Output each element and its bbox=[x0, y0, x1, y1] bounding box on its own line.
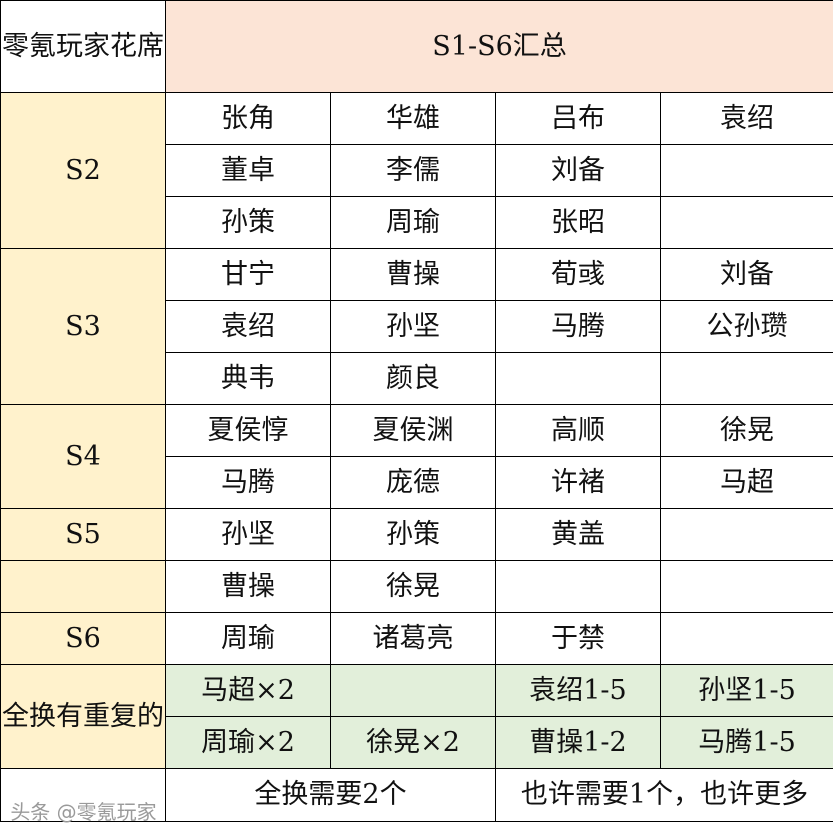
season-label bbox=[0, 560, 166, 613]
general-cell bbox=[659, 196, 833, 249]
repeat-cell: 曹操1-2 bbox=[495, 716, 661, 769]
repeat-label: 全换有重复的 bbox=[0, 664, 166, 769]
repeat-row: 全换有重复的 马超×2 袁绍1-5 孙坚1-5 bbox=[0, 664, 833, 769]
repeat-cell bbox=[330, 664, 496, 717]
season-label: S4 bbox=[0, 404, 166, 509]
general-cell: 曹操 bbox=[330, 248, 496, 301]
table-row: S2 张角 华雄 吕布 袁绍 bbox=[0, 92, 833, 249]
general-cell bbox=[495, 560, 661, 613]
general-cell bbox=[659, 612, 833, 665]
general-cell bbox=[659, 144, 833, 197]
table-row: 孙策 周瑜 张昭 bbox=[1, 196, 833, 249]
general-cell: 典韦 bbox=[165, 352, 331, 405]
need-two-note: 全换需要2个 bbox=[165, 768, 496, 822]
general-cell: 张角 bbox=[165, 92, 331, 145]
general-cell: 诸葛亮 bbox=[330, 612, 496, 665]
general-cell: 孙策 bbox=[165, 196, 331, 249]
season-label: S2 bbox=[0, 92, 166, 249]
general-cell: 袁绍 bbox=[165, 300, 331, 353]
footer-row: 全换需要2个 也许需要1个，也许更多 bbox=[0, 768, 833, 822]
repeat-cell: 马超×2 bbox=[165, 664, 331, 717]
general-cell: 许褚 bbox=[495, 456, 661, 509]
general-cell: 马腾 bbox=[165, 456, 331, 509]
general-cell: 公孙瓒 bbox=[659, 300, 833, 353]
general-cell: 刘备 bbox=[659, 248, 833, 301]
general-cell: 李儒 bbox=[330, 144, 496, 197]
table-row: 典韦 颜良 bbox=[1, 352, 833, 405]
general-cell: 黄盖 bbox=[495, 508, 661, 561]
general-cell: 孙坚 bbox=[330, 300, 496, 353]
general-cell: 甘宁 bbox=[165, 248, 331, 301]
general-cell: 徐晃 bbox=[659, 404, 833, 457]
header-row: 零氪玩家花席 S1-S6汇总 bbox=[0, 0, 833, 93]
general-cell bbox=[659, 352, 833, 405]
general-cell: 吕布 bbox=[495, 92, 661, 145]
general-cell: 马腾 bbox=[495, 300, 661, 353]
table-row: 曹操 徐晃 bbox=[0, 560, 833, 613]
table-row: S4 夏侯惇 夏侯渊 高顺 徐晃 bbox=[0, 404, 833, 509]
season-label: S5 bbox=[0, 508, 166, 561]
table-row: S6 周瑜 诸葛亮 于禁 bbox=[0, 612, 833, 665]
general-cell: 荀彧 bbox=[495, 248, 661, 301]
repeat-row: 周瑜×2 徐晃×2 曹操1-2 马腾1-5 bbox=[1, 716, 833, 769]
table-row: S3 甘宁 曹操 荀彧 刘备 bbox=[0, 248, 833, 405]
repeat-cell: 徐晃×2 bbox=[330, 716, 496, 769]
general-cell: 马超 bbox=[659, 456, 833, 509]
repeat-cell: 孙坚1-5 bbox=[659, 664, 833, 717]
general-cell: 孙策 bbox=[330, 508, 496, 561]
repeat-cell: 周瑜×2 bbox=[165, 716, 331, 769]
general-cell: 夏侯惇 bbox=[165, 404, 331, 457]
general-cell: 高顺 bbox=[495, 404, 661, 457]
general-cell: 刘备 bbox=[495, 144, 661, 197]
general-cell: 董卓 bbox=[165, 144, 331, 197]
repeat-cell: 马腾1-5 bbox=[659, 716, 833, 769]
table-row: 马腾 庞德 许褚 马超 bbox=[1, 456, 833, 509]
season-label: S6 bbox=[0, 612, 166, 665]
general-cell bbox=[659, 560, 833, 613]
general-cell: 孙坚 bbox=[165, 508, 331, 561]
general-cell: 庞德 bbox=[330, 456, 496, 509]
footer-blank bbox=[0, 768, 166, 822]
maybe-note: 也许需要1个，也许更多 bbox=[494, 768, 833, 822]
table-title: S1-S6汇总 bbox=[164, 0, 833, 93]
general-cell: 张昭 bbox=[495, 196, 661, 249]
general-cell bbox=[659, 508, 833, 561]
general-cell: 周瑜 bbox=[330, 196, 496, 249]
general-cell: 袁绍 bbox=[659, 92, 833, 145]
corner-label: 零氪玩家花席 bbox=[0, 0, 166, 93]
general-cell: 于禁 bbox=[495, 612, 661, 665]
repeat-cell: 袁绍1-5 bbox=[495, 664, 661, 717]
general-cell: 曹操 bbox=[165, 560, 331, 613]
general-cell: 徐晃 bbox=[330, 560, 496, 613]
general-cell: 颜良 bbox=[330, 352, 496, 405]
general-cell: 周瑜 bbox=[165, 612, 331, 665]
season-label: S3 bbox=[0, 248, 166, 405]
table-row: S5 孙坚 孙策 黄盖 bbox=[0, 508, 833, 561]
general-cell: 华雄 bbox=[330, 92, 496, 145]
general-cell bbox=[495, 352, 661, 405]
table-row: 袁绍 孙坚 马腾 公孙瓒 bbox=[1, 300, 833, 353]
general-cell: 夏侯渊 bbox=[330, 404, 496, 457]
